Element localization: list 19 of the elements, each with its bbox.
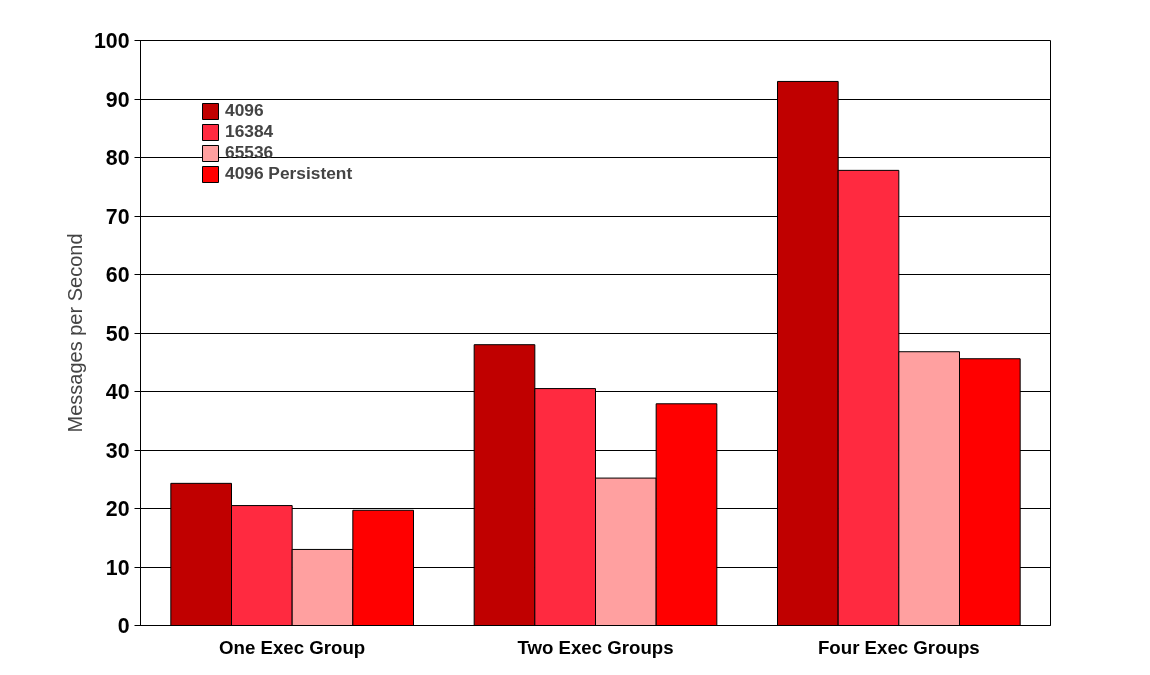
- y-tick-label: 100: [93, 29, 130, 53]
- legend-label: 4096 Persistent: [225, 163, 353, 184]
- y-tick-label: 0: [117, 614, 130, 638]
- legend-label: 16384: [225, 121, 274, 142]
- y-tick-label: 10: [105, 555, 130, 580]
- y-tick-label: 30: [105, 438, 130, 463]
- y-tick-label: 40: [105, 380, 130, 404]
- y-tick-label: 90: [105, 87, 130, 112]
- legend-label: 65536: [225, 142, 274, 163]
- y-tick-label: 80: [105, 146, 130, 170]
- x-tick-label: Two Exec Groups: [517, 636, 674, 658]
- x-tick-label: Four Exec Groups: [817, 636, 980, 658]
- y-axis-title: Messages per Second: [63, 233, 86, 433]
- x-tick-label: One Exec Group: [219, 636, 366, 658]
- y-tick-label: 60: [105, 263, 130, 287]
- y-tick-label: 20: [105, 497, 130, 521]
- y-tick-label: 70: [105, 204, 130, 229]
- legend-label: 4096: [225, 100, 264, 121]
- y-tick-label: 50: [105, 321, 130, 346]
